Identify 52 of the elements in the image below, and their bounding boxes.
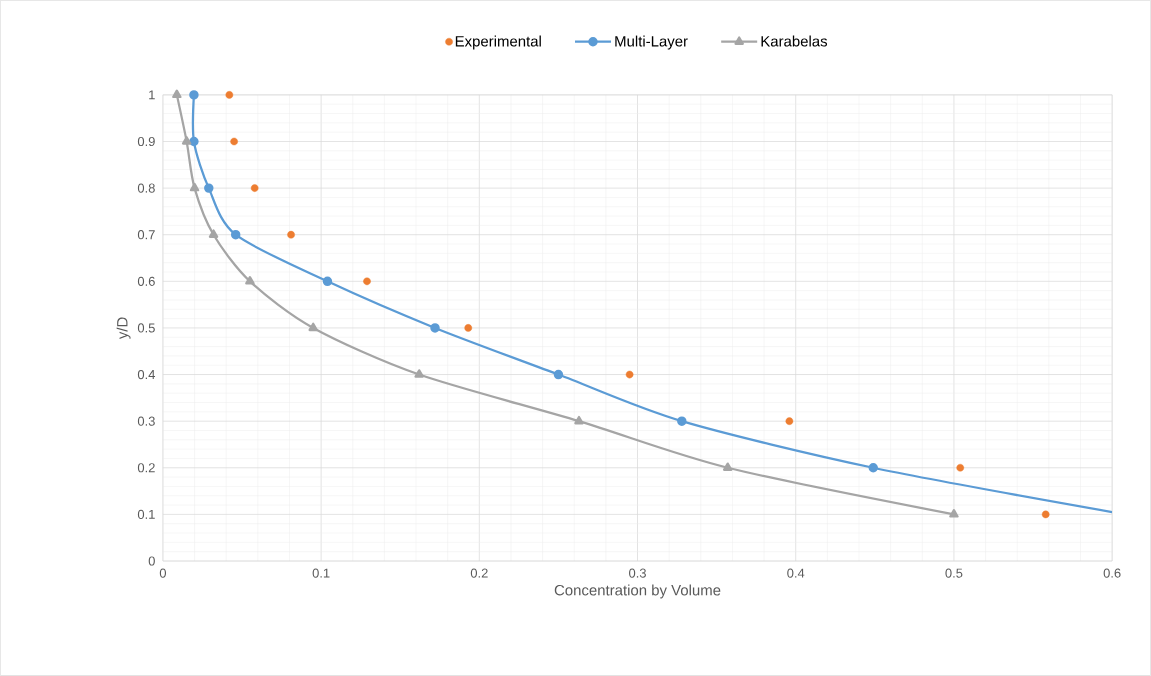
point bbox=[308, 322, 318, 332]
point bbox=[322, 276, 333, 287]
point bbox=[464, 324, 473, 332]
point bbox=[430, 323, 440, 333]
point bbox=[1041, 510, 1050, 519]
legend-label: Experimental bbox=[455, 35, 541, 50]
point bbox=[230, 230, 241, 240]
y-axis-title: y/D bbox=[116, 317, 131, 340]
point bbox=[181, 136, 192, 145]
point bbox=[208, 229, 219, 238]
x-tick-label: 0.5 bbox=[945, 568, 963, 578]
y-tick-label: 0.9 bbox=[137, 136, 155, 147]
point bbox=[245, 276, 255, 285]
point bbox=[287, 230, 295, 239]
point bbox=[230, 137, 238, 146]
point bbox=[225, 91, 234, 99]
y-tick-label: 0.3 bbox=[137, 416, 155, 426]
point bbox=[189, 90, 199, 100]
point bbox=[172, 89, 182, 99]
point bbox=[677, 416, 687, 426]
y-tick-label: 0.8 bbox=[137, 183, 155, 193]
y-tick-label: 0 bbox=[148, 556, 155, 566]
y-tick-label: 0.5 bbox=[137, 323, 155, 333]
point bbox=[574, 415, 584, 425]
legend-label: Karabelas bbox=[761, 35, 828, 47]
point bbox=[553, 369, 564, 380]
y-tick-label: 0.4 bbox=[137, 370, 156, 380]
x-tick-label: 0.2 bbox=[470, 568, 488, 578]
y-tick-label: 0.1 bbox=[137, 509, 155, 520]
point bbox=[785, 417, 794, 426]
point bbox=[414, 369, 424, 378]
point bbox=[956, 464, 965, 472]
point bbox=[625, 370, 634, 379]
x-axis-title: Concentration by Volume bbox=[554, 584, 721, 599]
y-tick-label: 1 bbox=[149, 90, 155, 100]
point bbox=[949, 509, 959, 518]
point bbox=[204, 183, 214, 193]
point bbox=[250, 184, 259, 192]
legend-label: Multi-Layer bbox=[615, 35, 688, 50]
y-tick-label: 0.6 bbox=[137, 276, 155, 286]
point bbox=[722, 462, 733, 472]
point bbox=[868, 463, 878, 473]
x-tick-label: 0.1 bbox=[312, 568, 330, 578]
point bbox=[363, 277, 371, 286]
x-tick-label: 0.3 bbox=[629, 568, 646, 578]
y-tick-label: 0.2 bbox=[137, 463, 155, 473]
point bbox=[189, 136, 199, 147]
x-tick-label: 0 bbox=[159, 568, 167, 578]
y-tick-label: 0.7 bbox=[137, 230, 155, 240]
x-tick-label: 0.6 bbox=[1103, 568, 1121, 578]
point bbox=[189, 182, 200, 192]
x-tick-label: 0.4 bbox=[787, 568, 805, 578]
